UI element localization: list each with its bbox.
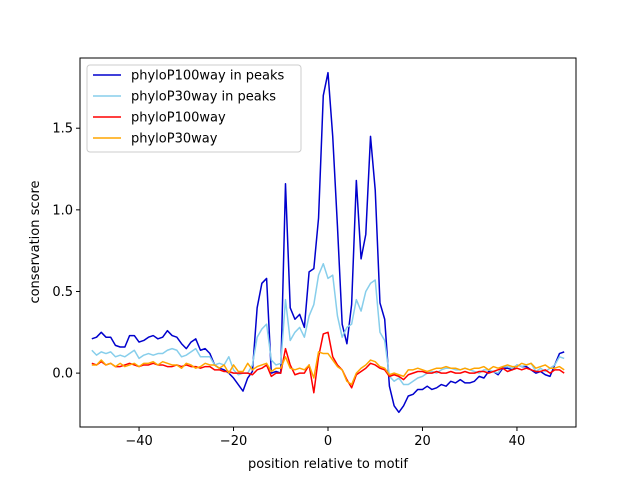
legend: phyloP100way in peaks phyloP30way in peak… [86,64,302,153]
legend-label-phylop100way: phyloP100way [131,111,226,126]
series-line-phylop30way-in-peaks [91,262,565,386]
y-tick-label: 1.5 [52,122,73,137]
x-axis-label: position relative to motif [248,457,408,472]
legend-label-phylop100way-in-peaks: phyloP100way in peaks [131,69,285,84]
y-axis-label: conservation score [28,180,43,303]
x-tick-label: 0 [324,434,332,449]
x-tick-label: −20 [220,434,247,449]
x-tick-label: −40 [125,434,152,449]
legend-box [86,64,302,153]
legend-label-phylop30way: phyloP30way [131,132,218,147]
y-tick-label: 0.5 [52,285,73,300]
series-line-phylop100way-in-peaks [91,71,565,414]
plot-lines [91,71,565,414]
y-tick-label: 1.0 [52,203,73,218]
y-axis-ticks: 0.0 0.5 1.0 1.5 [52,122,80,382]
x-tick-label: 40 [509,434,526,449]
legend-label-phylop30way-in-peaks: phyloP30way in peaks [131,90,276,105]
series-line-phylop30way [91,351,565,386]
series-line-phylop100way [91,331,565,394]
x-axis-ticks: −40 −20 0 20 40 [125,427,525,449]
x-tick-label: 20 [414,434,431,449]
y-tick-label: 0.0 [52,367,73,382]
